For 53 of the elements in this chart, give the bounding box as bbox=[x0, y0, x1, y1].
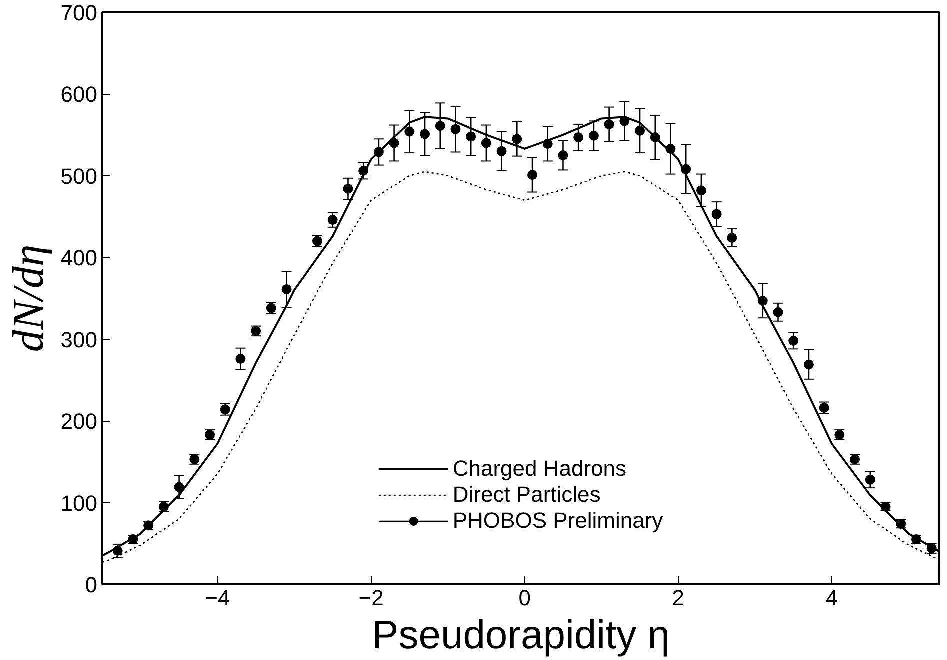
point bbox=[282, 284, 292, 295]
y-axis-title: dN/dη bbox=[4, 244, 53, 352]
point bbox=[620, 116, 630, 126]
point bbox=[481, 138, 492, 148]
point bbox=[773, 307, 784, 318]
point bbox=[712, 209, 722, 220]
point bbox=[666, 144, 676, 154]
y-tick-label: 200 bbox=[60, 409, 98, 434]
point bbox=[558, 150, 568, 160]
y-tick-label: 400 bbox=[60, 246, 98, 271]
point bbox=[435, 121, 446, 132]
point bbox=[450, 124, 461, 134]
point bbox=[528, 170, 538, 180]
y-tick-label: 600 bbox=[60, 82, 98, 108]
point bbox=[358, 166, 369, 176]
point bbox=[574, 132, 584, 143]
x-tick-label: 4 bbox=[826, 586, 838, 610]
point bbox=[496, 146, 507, 156]
point bbox=[758, 296, 768, 306]
point bbox=[236, 354, 246, 364]
point bbox=[404, 126, 415, 137]
y-tick-label: 300 bbox=[60, 327, 98, 352]
y-tick-label: 500 bbox=[60, 164, 98, 189]
point bbox=[174, 482, 184, 492]
legend-label: Charged Hadrons bbox=[452, 456, 627, 482]
point bbox=[512, 134, 522, 144]
y-tick-label: 100 bbox=[60, 490, 98, 516]
point bbox=[328, 215, 338, 226]
point bbox=[865, 474, 876, 485]
x-axis-title: Pseudorapidity η bbox=[372, 614, 670, 658]
x-tick-label: 2 bbox=[672, 586, 685, 610]
point bbox=[804, 360, 814, 370]
point bbox=[727, 233, 738, 244]
point bbox=[650, 132, 660, 143]
legend-label: Direct Particles bbox=[452, 482, 601, 508]
legend-label: PHOBOS Preliminary bbox=[452, 508, 664, 534]
point bbox=[374, 147, 384, 158]
point bbox=[466, 132, 476, 142]
point bbox=[696, 186, 706, 196]
x-tick-label: −2 bbox=[358, 586, 384, 610]
point bbox=[389, 138, 400, 148]
point bbox=[635, 126, 646, 136]
point bbox=[112, 546, 123, 556]
x-tick-label: −4 bbox=[205, 586, 230, 610]
x-tick-label: 0 bbox=[518, 586, 531, 610]
point bbox=[542, 139, 553, 150]
point bbox=[681, 164, 692, 174]
point bbox=[588, 130, 599, 141]
point bbox=[604, 119, 614, 130]
point bbox=[343, 184, 354, 194]
point bbox=[788, 336, 799, 346]
point bbox=[420, 129, 430, 140]
y-tick-label: 700 bbox=[60, 0, 98, 26]
